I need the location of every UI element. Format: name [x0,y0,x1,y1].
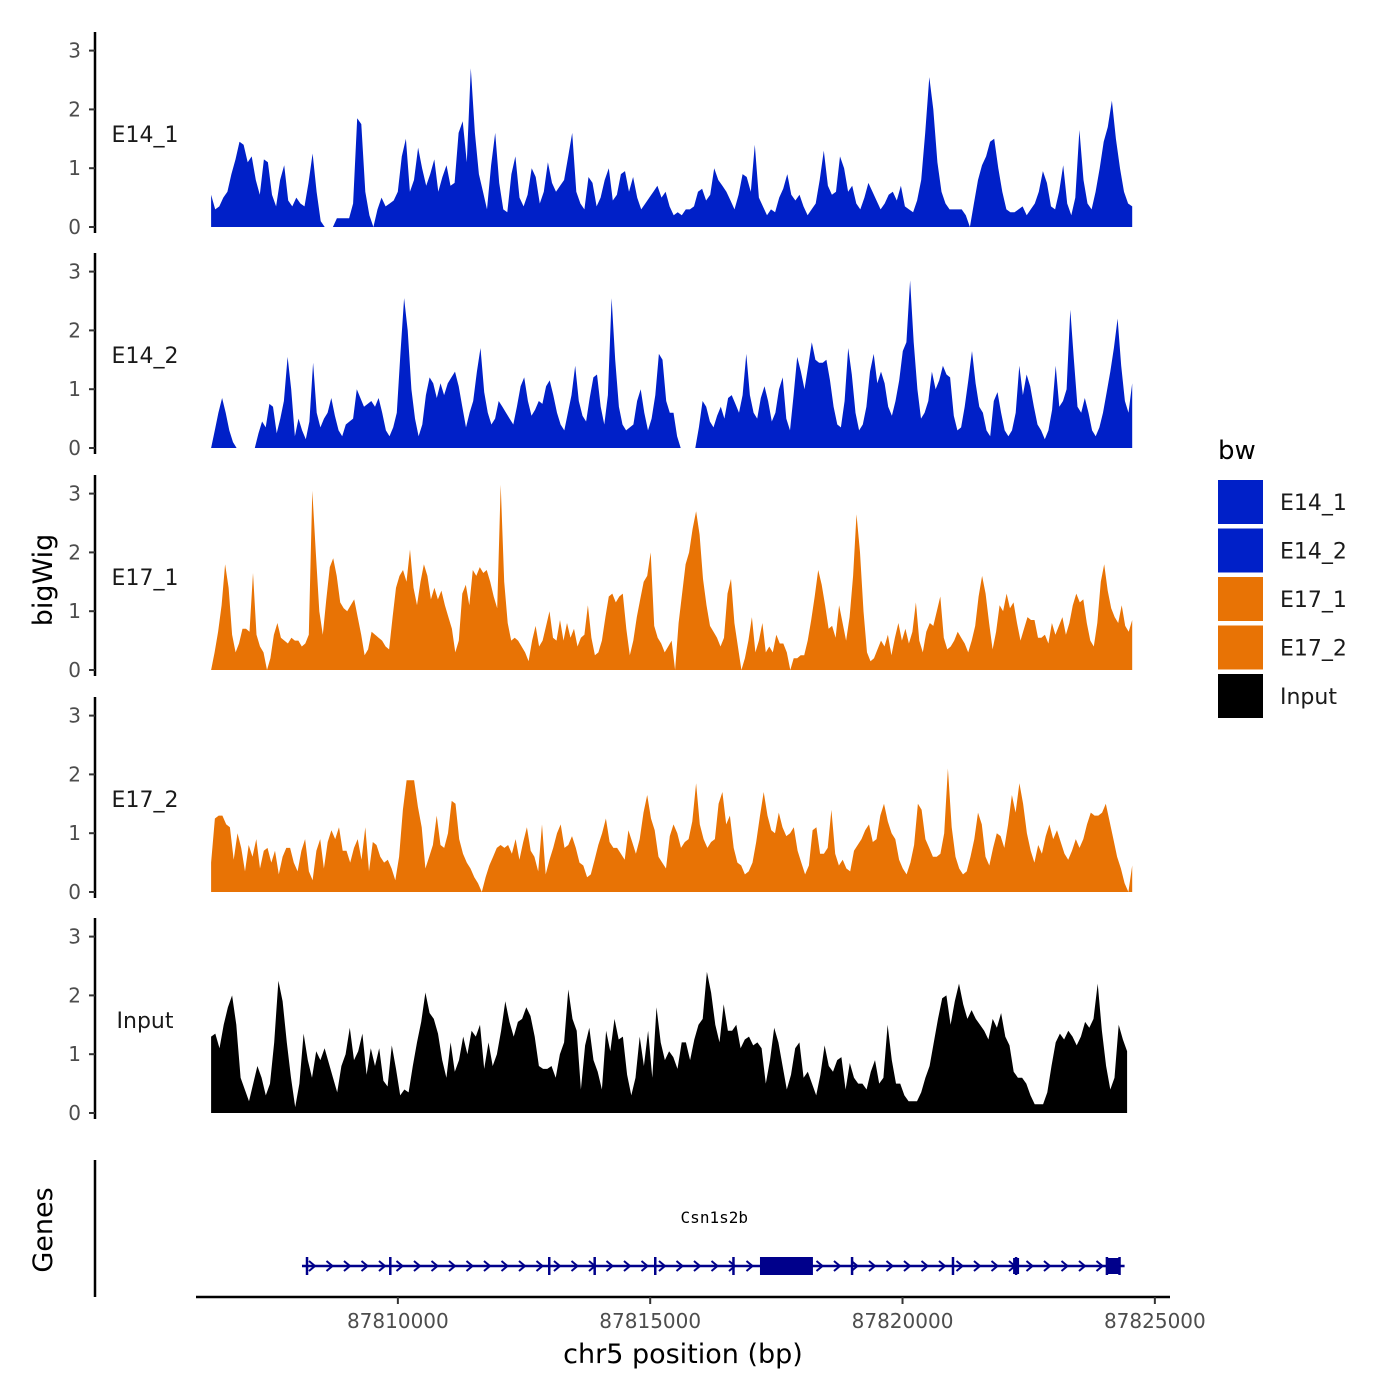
signal-area-e17-2 [211,769,1132,893]
signal-area-input [211,972,1127,1113]
track-e14-2: 0 1 2 3 E14_2 [68,253,1132,460]
y-tick-label: 3 [68,39,81,63]
legend-label: E17_1 [1280,588,1347,613]
legend-swatch [1218,480,1263,524]
track-label: Input [117,1009,174,1034]
y-tick-label: 3 [68,260,81,284]
y-tick-label: 1 [68,599,81,623]
y-tick-label: 2 [68,983,81,1007]
x-tick-label: 87825000 [1104,1309,1206,1333]
track-label: E17_2 [112,788,179,813]
y-tick-label: 3 [68,704,81,728]
genome-browser-figure: 0 1 2 3 E14_1 0 1 2 3 E14_2 0 1 2 3 E17_1 0 1 2 3 E17_2 0 1 2 3… [0,0,1400,1400]
gene-track: Csn1s2b [95,1160,1125,1297]
y-tick-label: 0 [68,1101,81,1125]
track-e17-2: 0 1 2 3 E17_2 [68,697,1132,904]
legend-swatch [1218,626,1263,670]
y-axis-title: bigWig [28,534,59,627]
y-tick-label: 3 [68,925,81,949]
track-e14-1: 0 1 2 3 E14_1 [68,32,1132,239]
genes-track-title: Genes [28,1187,59,1272]
legend-swatch [1218,577,1263,621]
gene-model: Csn1s2b [302,1208,1125,1275]
legend-swatch [1218,529,1263,573]
track-input: 0 1 2 3 Input [68,918,1127,1125]
x-axis: 87810000 87815000 87820000 87825000 [196,1297,1206,1333]
y-tick-label: 0 [68,215,81,239]
legend-label: E14_1 [1280,491,1347,516]
x-tick-label: 87810000 [347,1309,449,1333]
y-tick-label: 2 [68,540,81,564]
y-tick-label: 2 [68,318,81,342]
signal-area-e17-1 [211,485,1132,670]
legend-swatch [1218,674,1263,718]
legend-label: Input [1280,685,1337,710]
y-tick-label: 1 [68,821,81,845]
track-label: E14_2 [112,344,179,369]
legend-label: E14_2 [1280,540,1347,565]
exon-block [761,1257,811,1275]
y-tick-label: 3 [68,482,81,506]
track-e17-1: 0 1 2 3 E17_1 [68,475,1132,682]
y-tick-label: 0 [68,880,81,904]
x-axis-title: chr5 position (bp) [563,1339,803,1370]
y-tick-label: 1 [68,156,81,180]
y-tick-label: 1 [68,1042,81,1066]
track-label: E17_1 [112,566,179,591]
y-tick-label: 2 [68,97,81,121]
signal-area-e14-1 [211,68,1132,227]
y-tick-label: 0 [68,658,81,682]
exon-block-terminal [1107,1258,1120,1274]
gene-name-label: Csn1s2b [681,1208,748,1227]
y-tick-label: 2 [68,762,81,786]
legend-title: bw [1218,436,1256,466]
legend-label: E17_2 [1280,637,1347,662]
x-tick-label: 87820000 [852,1309,954,1333]
track-layer: 0 1 2 3 E14_1 0 1 2 3 E14_2 0 1 2 3 E17_1 0 1 2 3 E17_2 0 1 2 3… [68,32,1132,1125]
x-tick-label: 87815000 [599,1309,701,1333]
y-tick-label: 1 [68,377,81,401]
exon-block-small [1013,1258,1019,1274]
signal-area-e14-2 [211,280,1132,448]
legend: bw E14_1 E14_2 E17_1 E17_2 Input [1218,436,1347,718]
y-tick-label: 0 [68,436,81,460]
track-label: E14_1 [112,123,179,148]
tracks-plot: 0 1 2 3 E14_1 0 1 2 3 E14_2 0 1 2 3 E17_1 0 1 2 3 E17_2 0 1 2 3… [0,0,1400,1400]
